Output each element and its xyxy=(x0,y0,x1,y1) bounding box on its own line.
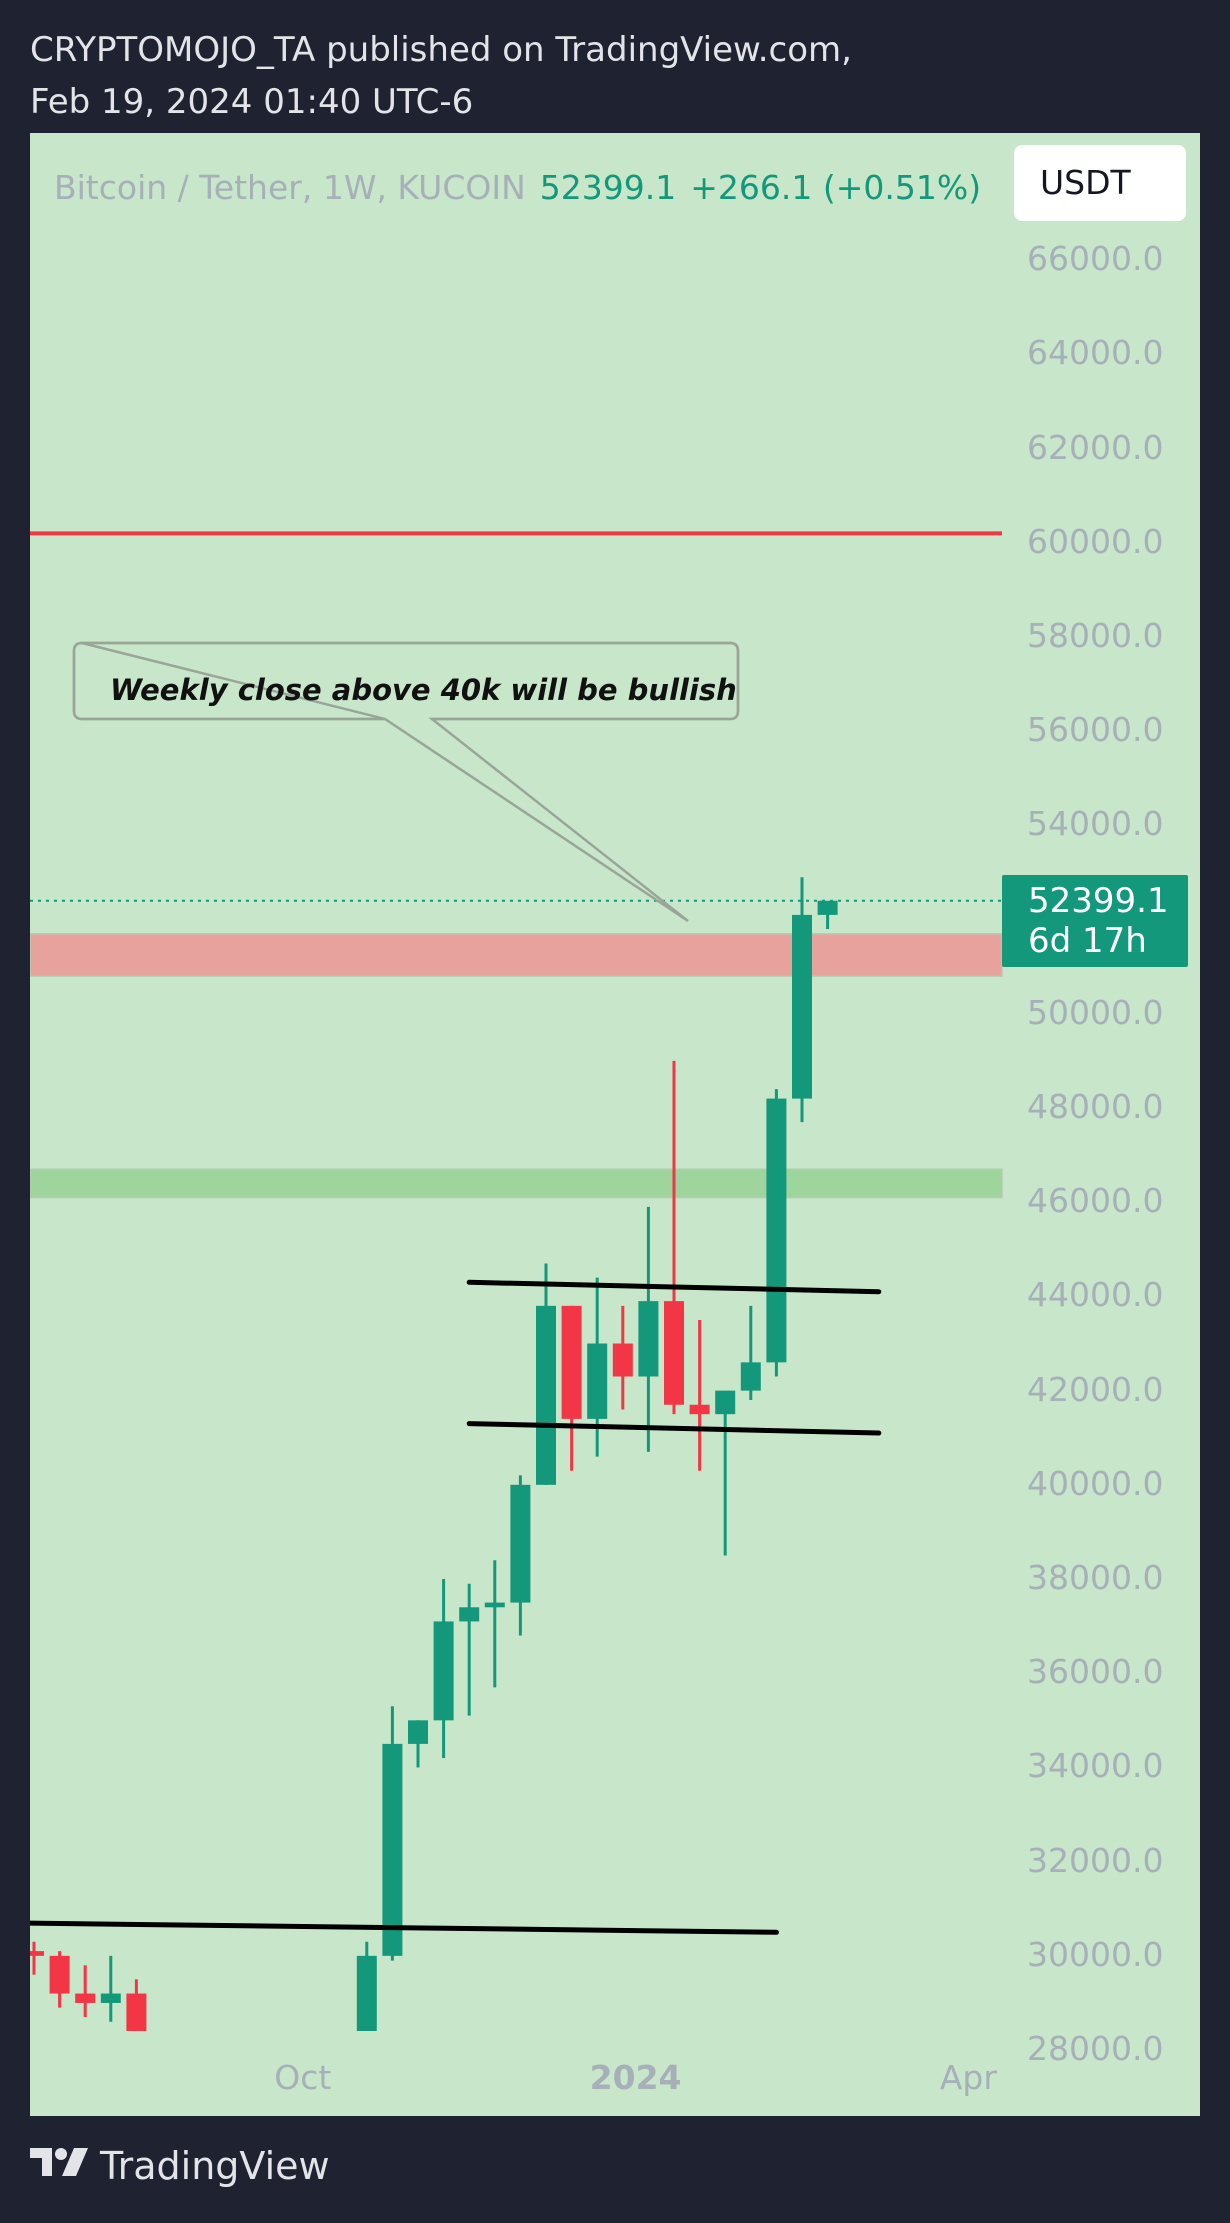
callout-border xyxy=(72,641,740,721)
candle-0 xyxy=(30,1941,44,1975)
y-tick-label: 62000.0 xyxy=(1027,427,1164,467)
candle-18 xyxy=(484,1560,505,1688)
candles xyxy=(30,877,838,2116)
y-tick-label: 44000.0 xyxy=(1027,1275,1164,1315)
callout-fill xyxy=(76,645,736,717)
candle-24 xyxy=(638,1206,659,1452)
candle-8 xyxy=(229,2107,249,2116)
y-tick-label: 66000.0 xyxy=(1027,239,1164,279)
zone-0 xyxy=(30,932,1003,977)
candle-25 xyxy=(664,1060,684,1415)
tradingview-brand[interactable]: TradingView xyxy=(100,2144,330,2188)
y-tick-label: 34000.0 xyxy=(1027,1746,1164,1786)
candle-1 xyxy=(49,1951,70,2008)
y-tick-label: 46000.0 xyxy=(1027,1181,1164,1221)
currency-button[interactable]: USDT xyxy=(1014,145,1186,221)
candle-26 xyxy=(689,1319,710,1471)
candle-31 xyxy=(817,900,838,930)
callout-text: Weekly close above 40k will be bullish xyxy=(110,673,737,707)
candle-17 xyxy=(459,1583,480,1716)
candle-4 xyxy=(126,1979,147,2031)
trendline-0 xyxy=(30,1920,779,1935)
candle-14 xyxy=(382,1706,403,1961)
candle-30 xyxy=(792,877,812,1123)
candle-16 xyxy=(433,1579,454,1759)
current-price-label: 52399.1 6d 17h xyxy=(1002,874,1188,967)
y-tick-label: 56000.0 xyxy=(1027,710,1164,750)
candle-27 xyxy=(715,1390,736,1556)
symbol-name: Bitcoin / Tether, 1W, KUCOIN xyxy=(54,168,526,207)
chart-canvas[interactable] xyxy=(30,133,1200,2116)
zone-1 xyxy=(30,1168,1003,1199)
publisher-line: CRYPTOMOJO_TA published on TradingView.c… xyxy=(30,30,852,70)
y-tick-label: 42000.0 xyxy=(1027,1369,1164,1409)
candle-22 xyxy=(587,1277,608,1457)
y-tick-label: 50000.0 xyxy=(1027,992,1164,1032)
candle-9 xyxy=(254,2074,274,2116)
x-tick-label: 2024 xyxy=(589,2058,682,2097)
chart-panel[interactable]: Bitcoin / Tether, 1W, KUCOIN 52399.1 +266.… xyxy=(30,133,1200,2116)
trendline-1 xyxy=(466,1279,882,1295)
y-tick-label: 40000.0 xyxy=(1027,1463,1164,1503)
bar-countdown: 6d 17h xyxy=(1028,920,1147,961)
candle-19 xyxy=(510,1475,531,1636)
x-tick-label: Apr xyxy=(939,2058,997,2097)
trendline-2 xyxy=(466,1421,882,1436)
publish-date: Feb 19, 2024 01:40 UTC-6 xyxy=(30,82,474,122)
candle-15 xyxy=(408,1720,428,1768)
y-tick-label: 54000.0 xyxy=(1027,804,1164,844)
candle-28 xyxy=(740,1305,761,1401)
candle-12 xyxy=(331,2050,351,2097)
tradingview-logo-icon[interactable] xyxy=(30,2146,92,2178)
candle-6 xyxy=(178,2045,198,2116)
y-tick-label: 48000.0 xyxy=(1027,1087,1164,1126)
legend-change: +266.1 (+0.51%) xyxy=(690,168,982,207)
candle-29 xyxy=(766,1089,787,1377)
candle-20 xyxy=(536,1263,556,1485)
y-tick-label: 36000.0 xyxy=(1027,1652,1164,1692)
y-tick-label: 38000.0 xyxy=(1027,1558,1164,1598)
candle-2 xyxy=(75,1965,96,2018)
candle-3 xyxy=(100,1955,121,2022)
candle-13 xyxy=(356,1941,377,2031)
y-tick-label: 64000.0 xyxy=(1027,333,1164,373)
current-price-value: 52399.1 xyxy=(1028,880,1169,921)
candle-21 xyxy=(561,1305,582,1471)
y-tick-label: 30000.0 xyxy=(1027,1934,1164,1974)
y-tick-label: 32000.0 xyxy=(1027,1840,1164,1880)
y-tick-label: 60000.0 xyxy=(1027,521,1164,561)
y-tick-label: 58000.0 xyxy=(1027,615,1164,655)
y-tick-label: 28000.0 xyxy=(1027,2029,1164,2069)
x-tick-label: Oct xyxy=(274,2058,332,2097)
symbol-legend: Bitcoin / Tether, 1W, KUCOIN 52399.1 +266.… xyxy=(54,168,981,207)
candle-23 xyxy=(612,1305,633,1410)
legend-price: 52399.1 xyxy=(539,168,677,207)
